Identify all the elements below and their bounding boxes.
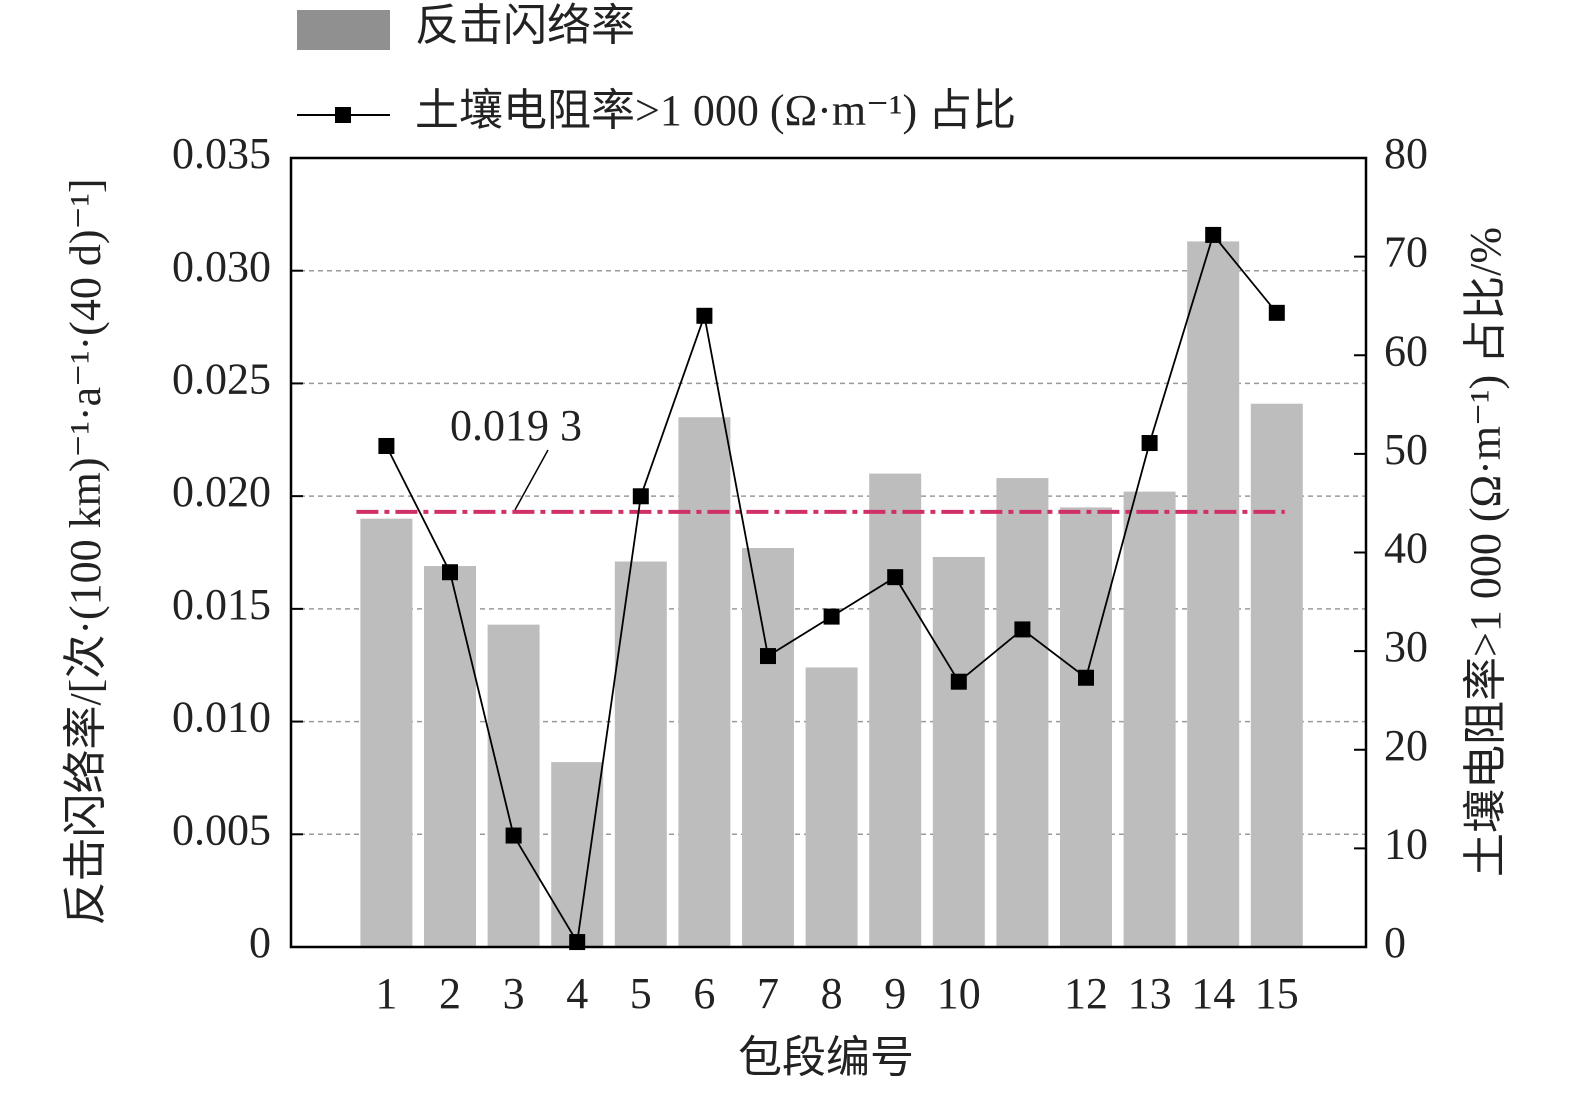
- bar: [551, 762, 604, 947]
- x-tick-label: 13: [1128, 969, 1172, 1018]
- bar: [487, 624, 540, 947]
- y-axis-label: 反击闪络率/[次·(100 km)⁻¹·a⁻¹·(40 d)⁻¹]: [61, 178, 110, 925]
- bar: [1123, 491, 1176, 947]
- legend-label: 土壤电阻率>1 000 (Ω·m⁻¹) 占比: [415, 86, 1016, 135]
- x-tick-label: 14: [1191, 969, 1235, 1018]
- legend-marker: [335, 107, 351, 123]
- y-tick-label: 0.005: [172, 805, 271, 854]
- legend-swatch: [297, 10, 390, 50]
- marker: [378, 437, 395, 454]
- bar: [869, 473, 922, 947]
- bar: [360, 518, 413, 947]
- marker: [1014, 621, 1031, 638]
- marker: [823, 608, 840, 625]
- x-tick-label: 9: [884, 969, 906, 1018]
- bar: [996, 478, 1049, 947]
- y-tick-label: 0.030: [172, 242, 271, 291]
- bar: [678, 417, 731, 947]
- y2-tick-label: 10: [1384, 819, 1428, 868]
- x-tick-label: 1: [375, 969, 397, 1018]
- y2-tick-label: 20: [1384, 721, 1428, 770]
- bar: [742, 547, 794, 947]
- y2-tick-label: 60: [1384, 326, 1428, 375]
- bar: [1250, 403, 1303, 947]
- x-tick-label: 8: [821, 969, 843, 1018]
- marker: [1078, 669, 1094, 686]
- bar: [932, 557, 985, 947]
- bar: [805, 667, 858, 947]
- y-tick-label: 0.035: [172, 129, 271, 178]
- x-tick-label: 12: [1064, 969, 1108, 1018]
- y-tick-label: 0.015: [172, 580, 271, 629]
- y2-tick-label: 50: [1384, 425, 1428, 474]
- y-tick-label: 0.025: [172, 355, 271, 404]
- reference-leader: [514, 449, 549, 511]
- x-tick-label: 3: [503, 969, 525, 1018]
- marker: [1141, 435, 1158, 452]
- x-tick-label: 2: [439, 969, 461, 1018]
- marker: [760, 648, 776, 665]
- bar: [1187, 241, 1240, 947]
- y2-tick-label: 80: [1384, 129, 1428, 178]
- marker: [442, 564, 458, 581]
- y-tick-label: 0.010: [172, 693, 271, 742]
- bar: [424, 566, 476, 947]
- x-tick-label: 6: [693, 969, 715, 1018]
- y2-tick-label: 40: [1384, 524, 1428, 573]
- marker: [1268, 304, 1285, 321]
- marker: [696, 307, 713, 324]
- bar: [614, 561, 667, 947]
- x-tick-label: 4: [566, 969, 588, 1018]
- x-tick-label: 10: [937, 969, 981, 1018]
- marker: [887, 569, 904, 586]
- marker: [505, 827, 522, 844]
- plot-frame: [289, 156, 1368, 949]
- x-tick-label: 7: [757, 969, 779, 1018]
- x-tick-label: 15: [1255, 969, 1299, 1018]
- bar: [1060, 507, 1112, 947]
- x-tick-label: 5: [630, 969, 652, 1018]
- marker: [950, 673, 967, 690]
- y-tick-label: 0.020: [172, 467, 271, 516]
- y2-tick-label: 30: [1384, 622, 1428, 671]
- y2-axis-label: 土壤电阻率>1 000 (Ω·m⁻¹) 占比/%: [1461, 227, 1510, 877]
- y-tick-label: 0: [249, 918, 271, 967]
- x-axis-label: 包段编号: [738, 1033, 914, 1082]
- marker: [632, 488, 649, 505]
- marker: [1205, 226, 1222, 243]
- reference-label: 0.019 3: [450, 401, 582, 450]
- y2-tick-label: 0: [1384, 918, 1406, 967]
- y2-tick-label: 70: [1384, 228, 1428, 277]
- legend-label: 反击闪络率: [415, 1, 635, 50]
